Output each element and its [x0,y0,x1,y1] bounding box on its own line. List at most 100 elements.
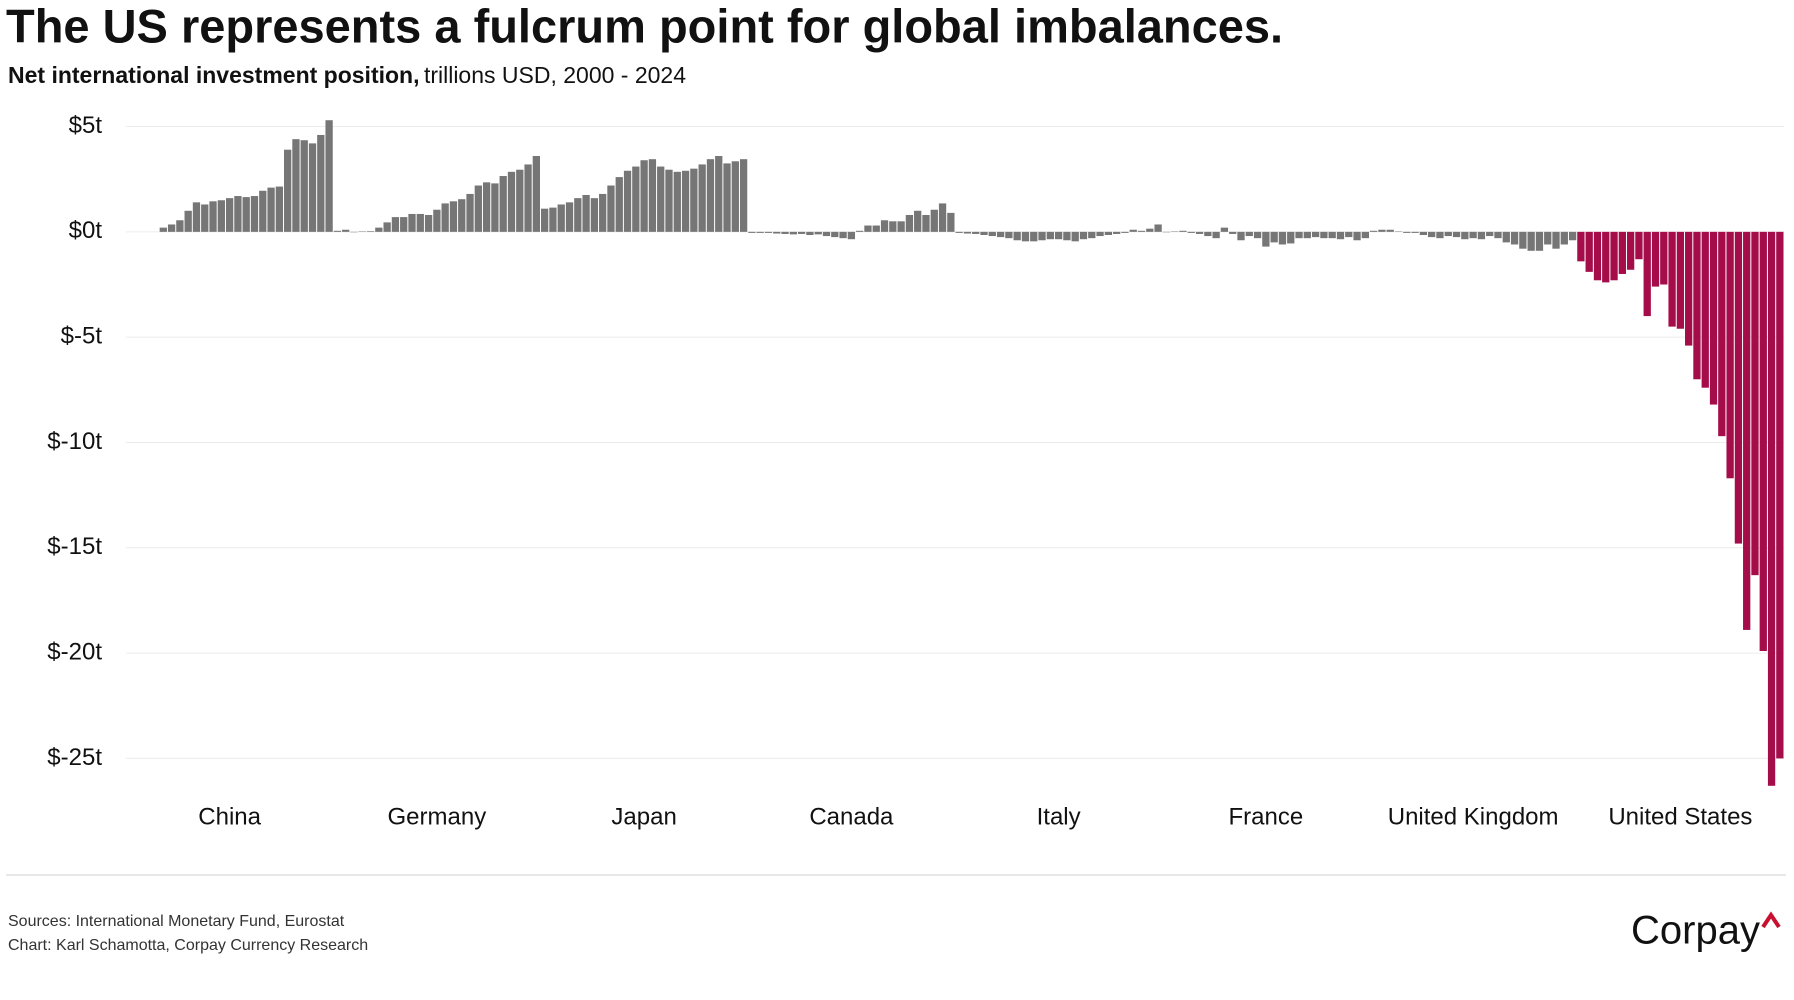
bar [1552,231,1560,249]
bar [938,203,947,232]
bar [1021,231,1030,242]
bar [1403,231,1411,233]
bar [1718,231,1726,437]
bar [516,169,524,232]
bar [234,196,242,232]
bar [1146,228,1154,232]
bar [996,231,1005,238]
bar [1303,231,1311,239]
bar [1253,231,1262,239]
bar [184,210,192,232]
y-tick-label: $0t [69,217,103,244]
x-tick-label: Canada [809,803,894,830]
bar [1195,231,1204,234]
bar [806,231,814,236]
bar [673,171,681,232]
bar [1618,231,1626,274]
bar [1370,230,1378,232]
bar [897,221,905,232]
bar [831,231,839,238]
bar [756,231,764,233]
bar [176,220,184,232]
bar [1660,231,1668,285]
bar [1154,224,1162,232]
bar [1419,231,1428,236]
bar [557,204,565,232]
bar [1278,231,1287,245]
bar [449,201,458,232]
bar [607,185,615,232]
bar [458,199,466,232]
bar [723,163,731,232]
bar [192,202,201,232]
bar [466,193,474,232]
bar [1345,231,1353,238]
bar [1187,231,1195,233]
bar [408,213,416,232]
bar [657,166,665,232]
bar [615,177,623,232]
subtitle-bold: Net international investment position, [8,62,419,88]
bar [391,217,400,232]
bar [1386,229,1394,232]
bar [988,231,996,237]
bar [706,159,715,232]
bar [1063,231,1071,241]
bar [789,231,797,235]
bar [1054,231,1063,240]
bar [491,183,499,232]
bar [1593,231,1602,281]
x-tick-label: United States [1608,803,1752,830]
bar [1585,231,1593,272]
x-tick-label: United Kingdom [1388,803,1559,830]
bar [1088,231,1096,239]
bar [797,231,806,234]
bar [159,227,167,232]
bar [1527,231,1535,251]
bar [1776,231,1784,759]
bar [648,159,657,232]
bar [1361,231,1369,239]
logo: Corpay [1631,909,1760,953]
y-tick-label: $-10t [47,428,102,455]
bar [1759,231,1767,651]
bar [549,207,557,232]
bar [1626,231,1635,270]
bar [1568,231,1577,241]
bar [507,171,516,232]
bar [1229,231,1237,234]
bar [880,220,889,232]
bar [1428,231,1436,238]
bar [814,231,822,235]
bar [1436,231,1444,239]
bar [748,231,756,233]
bar [1602,231,1610,283]
bar [1270,231,1278,243]
bar [441,203,449,232]
bar [292,139,300,232]
bar [474,185,482,232]
bar [715,156,723,232]
bar [225,198,234,232]
bar [856,230,864,232]
x-tick-label: France [1229,803,1304,830]
y-tick-label: $-25t [47,744,102,771]
bar [1452,231,1461,238]
bar [366,231,375,232]
bar [424,214,433,232]
bar [1005,231,1013,239]
bar [383,222,391,232]
bar [1245,231,1253,237]
y-tick-label: $-15t [47,533,102,560]
bar [275,186,284,232]
bar [1494,231,1502,239]
bar [284,149,292,232]
bar [681,170,690,232]
bar [698,164,706,232]
bar [1743,231,1751,630]
bar [1726,231,1734,479]
chart-title: The US represents a fulcrum point for gl… [6,0,1283,52]
bar [375,227,383,232]
bar [574,198,582,232]
bar [980,231,988,236]
